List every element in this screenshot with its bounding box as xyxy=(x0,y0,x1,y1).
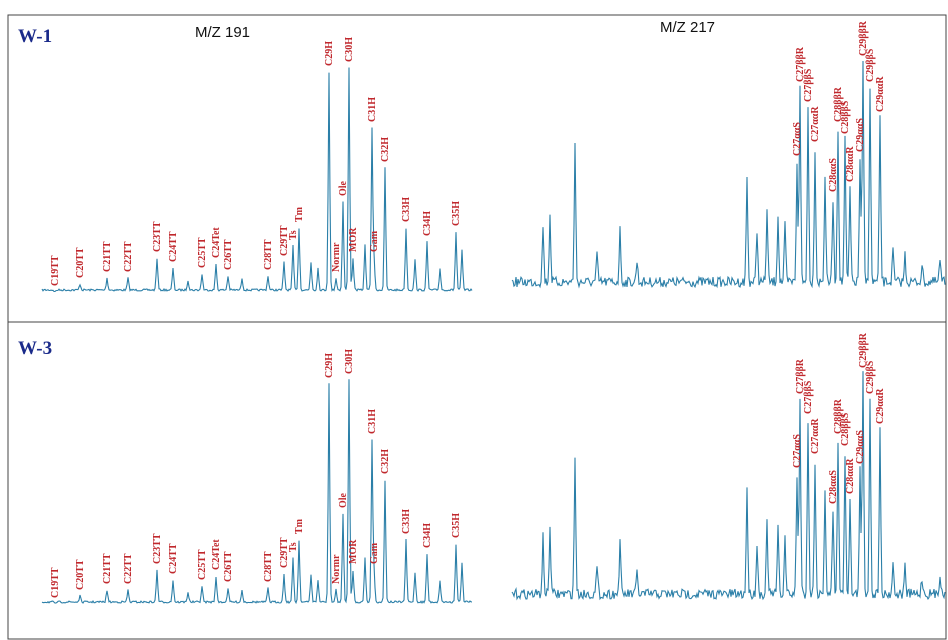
peak-label: C28TT xyxy=(263,239,274,270)
well-label: W-3 xyxy=(18,338,52,359)
peak-label: Normr xyxy=(331,554,342,584)
chromatogram-trace xyxy=(511,371,946,601)
peak-label: C35H xyxy=(451,513,462,538)
peak-label: Ts xyxy=(288,542,299,552)
peak-label: C24TT xyxy=(168,543,179,574)
peak-label: Tm xyxy=(294,518,305,534)
peak-label: C29ββS xyxy=(865,360,876,394)
peak-label: C25TT xyxy=(197,237,208,268)
peak-label: C33H xyxy=(401,197,412,222)
peak-label: C24Tet xyxy=(211,539,222,570)
peak-label: C29ααR xyxy=(875,388,886,424)
peak-label: C32H xyxy=(380,137,391,162)
peak-label: C28ααS xyxy=(828,470,839,504)
peak-label: C27ββS xyxy=(803,68,814,102)
peak-label: C29ααS xyxy=(855,118,866,152)
peak-label: C27ααR xyxy=(810,418,821,454)
peak-label: C27ββS xyxy=(803,380,814,414)
peak-label: C35H xyxy=(451,201,462,226)
peak-label: C29TT xyxy=(279,537,290,568)
peak-label: C24TT xyxy=(168,231,179,262)
peak-label: C29H xyxy=(324,353,335,378)
peak-label: C29ααS xyxy=(855,430,866,464)
peak-label: C28ββR xyxy=(833,86,844,122)
peak-label: C34H xyxy=(422,523,433,548)
panel-frame xyxy=(7,321,947,640)
peak-label: C22TT xyxy=(123,241,134,272)
mz-header: M/Z 191 xyxy=(195,24,250,41)
peak-label: C27ββR xyxy=(795,46,806,82)
well-label: W-1 xyxy=(18,26,52,47)
peak-label: C26TT xyxy=(223,239,234,270)
peak-label: C28ββS xyxy=(840,412,851,446)
peak-label: MOR xyxy=(348,227,359,252)
peak-label: C28ααR xyxy=(845,146,856,182)
peak-label: C23TT xyxy=(152,533,163,564)
peak-label: C30H xyxy=(344,37,355,62)
peak-label: C19TT xyxy=(50,567,61,598)
peak-label: C31H xyxy=(367,409,378,434)
peak-label: Normr xyxy=(331,242,342,272)
peak-label: C20TT xyxy=(75,559,86,590)
peak-label: C20TT xyxy=(75,247,86,278)
peak-label: Ole xyxy=(338,180,349,196)
peak-label: C27ααS xyxy=(792,434,803,468)
peak-label: C29ββR xyxy=(858,332,869,368)
peak-label: C29ββS xyxy=(865,48,876,82)
peak-label: C28ββR xyxy=(833,398,844,434)
peak-label: C23TT xyxy=(152,221,163,252)
chromatogram-trace xyxy=(41,67,473,293)
peak-label: C21TT xyxy=(102,241,113,272)
peak-label: Gam xyxy=(369,542,380,564)
peak-label: C29H xyxy=(324,41,335,66)
peak-label: C28ααS xyxy=(828,158,839,192)
peak-label: Tm xyxy=(294,206,305,222)
peak-label: C31H xyxy=(367,97,378,122)
peak-label: C29TT xyxy=(279,225,290,256)
peak-label: Ole xyxy=(338,492,349,508)
peak-label: C26TT xyxy=(223,551,234,582)
chromatogram-trace xyxy=(41,379,473,605)
peak-label: MOR xyxy=(348,539,359,564)
peak-label: C24Tet xyxy=(211,227,222,258)
peak-label: C28TT xyxy=(263,551,274,582)
peak-label: C27ααR xyxy=(810,106,821,142)
peak-label: C30H xyxy=(344,349,355,374)
peak-label: C29ααR xyxy=(875,76,886,112)
peak-label: C19TT xyxy=(50,255,61,286)
peak-label: C29ββR xyxy=(858,20,869,56)
peak-label: C33H xyxy=(401,509,412,534)
peak-label: C28ααR xyxy=(845,458,856,494)
peak-label: C25TT xyxy=(197,549,208,580)
chromatogram-trace xyxy=(511,60,946,289)
peak-label: C28ββS xyxy=(840,100,851,134)
peak-label: C27ββR xyxy=(795,358,806,394)
peak-label: C32H xyxy=(380,449,391,474)
peak-label: C22TT xyxy=(123,553,134,584)
mz-header: M/Z 217 xyxy=(660,19,715,36)
peak-label: C21TT xyxy=(102,553,113,584)
peak-label: Gam xyxy=(369,230,380,252)
peak-label: C34H xyxy=(422,211,433,236)
peak-label: C27ααS xyxy=(792,122,803,156)
peak-label: Ts xyxy=(288,230,299,240)
